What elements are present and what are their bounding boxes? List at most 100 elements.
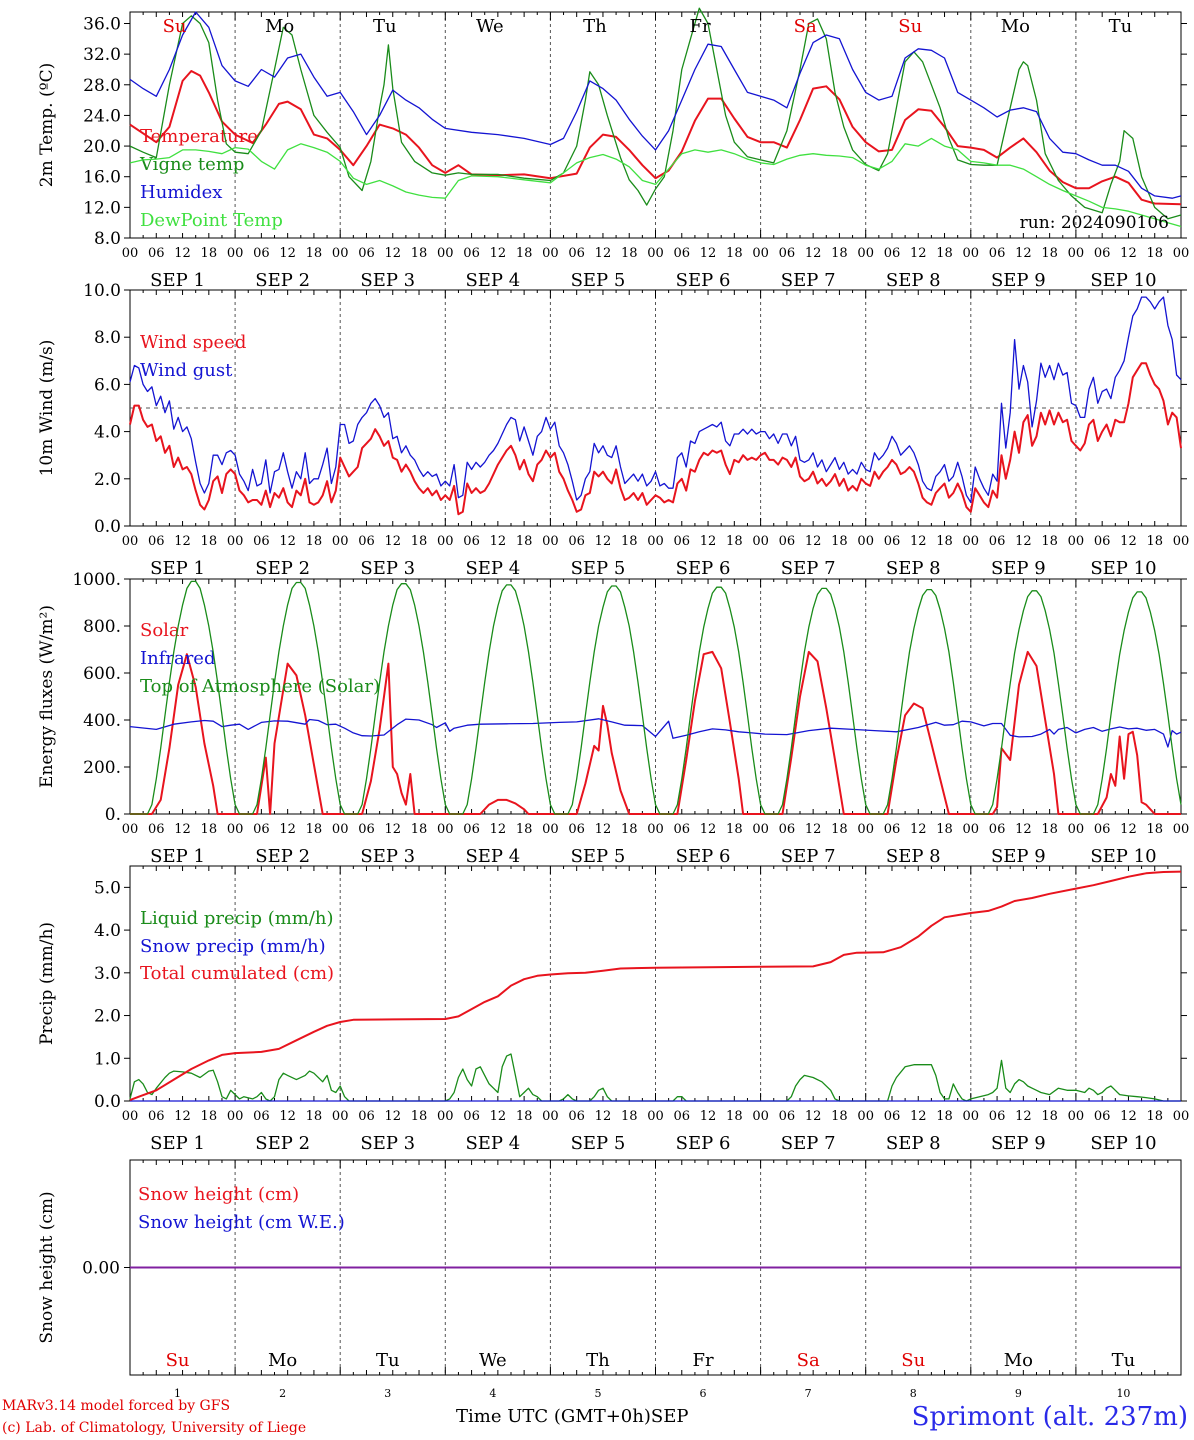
hour-tick-label: 18 <box>1041 246 1058 261</box>
hour-tick-label: 12 <box>595 534 612 549</box>
day-name: Su <box>898 16 922 37</box>
day-name: We <box>479 1350 507 1371</box>
hour-tick-label: 18 <box>726 1109 743 1124</box>
hour-tick-label: 18 <box>1146 1109 1163 1124</box>
hour-tick-label: 12 <box>1015 534 1032 549</box>
day-name: Su <box>163 16 187 37</box>
panel-2: 0.0 2.0 4.0 6.0 8.0 10.0 10m Wind (m/s) Wind sp… <box>37 281 1189 579</box>
hour-tick-label: 00 <box>857 1109 874 1124</box>
hour-tick-label: 00 <box>437 1109 454 1124</box>
date-label: SEP 4 <box>465 846 520 867</box>
hour-tick-label: 06 <box>358 822 375 837</box>
legend-entry: Vigne temp <box>139 154 244 175</box>
hour-tick-label: 06 <box>779 246 796 261</box>
y-tick-label: 32.0 <box>83 45 121 65</box>
hour-tick-label: 00 <box>1068 1109 1085 1124</box>
hour-tick-label: 00 <box>542 534 559 549</box>
day-name: Sa <box>797 1350 820 1371</box>
day-number: 1 <box>174 1387 181 1400</box>
y-tick-label: 2.0 <box>94 1007 121 1027</box>
hour-tick-label: 18 <box>201 534 218 549</box>
date-label: SEP 7 <box>781 270 836 291</box>
date-label: SEP 6 <box>676 558 731 579</box>
series-line-3-1 <box>130 650 1181 815</box>
hour-tick-label: 06 <box>148 534 165 549</box>
y-tick-label: 400. <box>83 711 121 731</box>
hour-tick-label: 00 <box>963 246 980 261</box>
hour-tick-label: 06 <box>568 822 585 837</box>
hour-tick-label: 00 <box>1068 534 1085 549</box>
y-tick-label: 200. <box>83 758 121 778</box>
legend-entry: Wind speed <box>140 332 246 353</box>
day-name: Su <box>166 1350 190 1371</box>
date-label: SEP 10 <box>1090 558 1156 579</box>
hour-tick-label: 18 <box>726 822 743 837</box>
hour-tick-label: 18 <box>1041 1109 1058 1124</box>
hour-tick-label: 00 <box>542 822 559 837</box>
hour-tick-label: 18 <box>621 534 638 549</box>
hour-tick-label: 06 <box>884 1109 901 1124</box>
series-line-1-4 <box>129 137 1182 228</box>
legend-entry: Temperature <box>140 126 258 147</box>
hour-tick-label: 12 <box>595 246 612 261</box>
hour-tick-label: 12 <box>700 246 717 261</box>
hour-tick-label: 18 <box>306 1109 323 1124</box>
hour-tick-label: 00 <box>752 822 769 837</box>
hour-tick-label: 00 <box>542 1109 559 1124</box>
hour-tick-label: 12 <box>1015 822 1032 837</box>
date-label: SEP 7 <box>781 558 836 579</box>
hour-tick-label: 00 <box>752 534 769 549</box>
y-tick-label: 0. <box>105 805 121 825</box>
date-label: SEP 6 <box>676 270 731 291</box>
hour-tick-label: 06 <box>358 534 375 549</box>
hour-tick-label: 12 <box>279 822 296 837</box>
hour-tick-label: 18 <box>411 246 428 261</box>
legend-entry: DewPoint Temp <box>140 210 283 231</box>
y-tick-label: 3.0 <box>94 964 121 984</box>
x-axis-title: Time UTC (GMT+0h)SEP <box>456 1406 688 1427</box>
hour-tick-label: 00 <box>437 534 454 549</box>
y-tick-label: 1000. <box>72 570 121 590</box>
hour-tick-label: 06 <box>884 822 901 837</box>
y-tick-label: 2.0 <box>94 470 121 490</box>
date-label: SEP 8 <box>886 558 941 579</box>
legend-entry: Wind gust <box>140 360 233 381</box>
hour-tick-label: 06 <box>568 246 585 261</box>
date-label: SEP 1 <box>150 1133 205 1154</box>
hour-tick-label: 18 <box>621 246 638 261</box>
hour-tick-label: 00 <box>227 246 244 261</box>
hour-tick-label: 06 <box>674 822 691 837</box>
hour-tick-label: 06 <box>568 1109 585 1124</box>
date-label: SEP 8 <box>886 846 941 867</box>
date-label: SEP 9 <box>991 558 1046 579</box>
legend-entry: Liquid precip (mm/h) <box>140 908 334 929</box>
series-line-1-2 <box>129 7 1182 220</box>
date-label: SEP 7 <box>781 1133 836 1154</box>
hour-tick-label: 06 <box>884 534 901 549</box>
day-name: Mo <box>268 1350 297 1371</box>
hour-tick-label: 00 <box>963 822 980 837</box>
day-number: 10 <box>1116 1387 1130 1400</box>
hour-tick-label: 06 <box>779 534 796 549</box>
hour-tick-label: 00 <box>857 822 874 837</box>
series-line-1-3 <box>129 11 1182 199</box>
lab-credit: (c) Lab. of Climatology, University of L… <box>2 1420 307 1436</box>
hour-tick-label: 12 <box>490 534 507 549</box>
hour-tick-label: 12 <box>1120 246 1137 261</box>
y-axis-title: 2m Temp. (ºC) <box>37 63 57 188</box>
hour-tick-label: 18 <box>1146 246 1163 261</box>
hour-tick-label: 18 <box>201 246 218 261</box>
hour-tick-label: 00 <box>857 246 874 261</box>
hour-tick-label: 06 <box>463 822 480 837</box>
hour-tick-label: 18 <box>516 822 533 837</box>
hour-tick-label: 00 <box>1068 246 1085 261</box>
hour-tick-label: 18 <box>1146 822 1163 837</box>
hour-tick-label: 00 <box>647 1109 664 1124</box>
station-name: Sprimont (alt. 237m) <box>911 1402 1188 1432</box>
hour-tick-label: 00 <box>963 1109 980 1124</box>
date-label: SEP 9 <box>991 846 1046 867</box>
hour-tick-label: 00 <box>542 246 559 261</box>
model-credit: MARv3.14 model forced by GFS <box>2 1398 231 1414</box>
hour-tick-label: 12 <box>384 822 401 837</box>
